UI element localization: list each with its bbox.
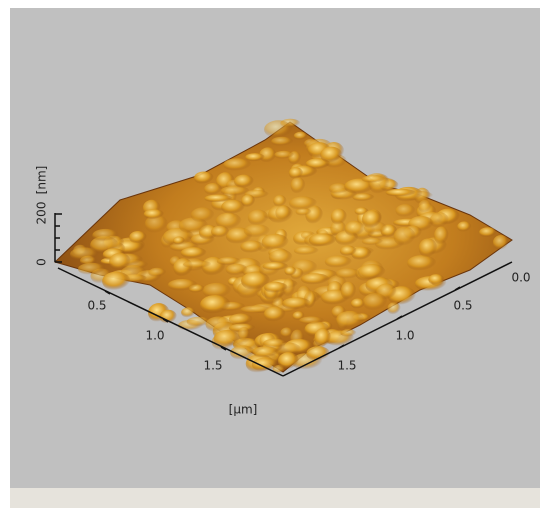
left-tick-label: 0.5 — [87, 299, 106, 313]
texture — [241, 194, 255, 207]
texture — [336, 311, 365, 330]
texture — [181, 307, 195, 318]
texture — [434, 226, 449, 245]
texture — [395, 204, 415, 217]
afm-view: 0 200 [nm] 0.5 1.0 1.5 0.0 0.5 1.0 1.5 [… — [0, 0, 547, 508]
texture — [181, 247, 207, 259]
texture — [428, 274, 444, 285]
texture — [148, 268, 166, 277]
texture — [294, 132, 308, 140]
right-tick-label: 1.5 — [337, 359, 356, 373]
z-unit: [nm] — [35, 166, 49, 195]
page: 0 200 [nm] 0.5 1.0 1.5 0.0 0.5 1.0 1.5 [… — [0, 0, 547, 508]
texture — [109, 253, 131, 271]
texture — [229, 314, 253, 326]
texture — [299, 316, 324, 324]
texture — [245, 153, 265, 162]
texture — [280, 327, 293, 338]
texture — [160, 310, 178, 324]
texture — [294, 246, 319, 255]
texture — [278, 352, 299, 370]
texture — [314, 328, 331, 348]
texture — [419, 238, 438, 258]
texture — [362, 238, 383, 246]
left-tick-label: 1.0 — [145, 329, 164, 343]
texture — [200, 295, 231, 315]
z-tick-label: 0 — [35, 258, 49, 266]
texture — [102, 272, 130, 291]
texture — [240, 241, 264, 254]
texture — [336, 268, 361, 279]
status-strip — [10, 488, 540, 508]
texture — [341, 282, 357, 301]
texture — [289, 167, 304, 179]
texture — [309, 233, 337, 247]
texture — [191, 207, 215, 223]
texture — [271, 137, 293, 146]
texture — [363, 293, 388, 311]
left-tick-label: 1.5 — [203, 359, 222, 373]
lateral-unit: [µm] — [229, 403, 258, 417]
right-tick-label: 0.5 — [453, 299, 472, 313]
texture — [291, 177, 306, 194]
texture — [394, 227, 416, 247]
texture — [345, 221, 365, 237]
texture — [248, 210, 269, 226]
right-tick-label: 1.0 — [395, 329, 414, 343]
texture — [340, 246, 357, 257]
texture — [340, 329, 356, 337]
texture — [78, 263, 106, 276]
texture — [226, 264, 248, 276]
texture — [282, 297, 311, 310]
z-tick-label: 200 — [35, 202, 49, 225]
texture — [457, 221, 471, 232]
texture — [252, 358, 279, 372]
texture — [204, 183, 222, 195]
texture — [194, 171, 214, 184]
texture — [479, 227, 497, 238]
texture — [183, 260, 212, 268]
texture — [211, 226, 229, 238]
texture — [144, 209, 164, 220]
right-tick-label: 0.0 — [511, 271, 530, 285]
texture — [264, 307, 286, 323]
texture — [362, 175, 386, 183]
texture — [264, 120, 293, 138]
texture — [92, 229, 119, 242]
texture — [274, 151, 294, 160]
texture — [275, 205, 291, 221]
texture — [264, 282, 288, 294]
texture — [234, 175, 254, 189]
texture — [407, 255, 436, 271]
texture — [244, 224, 270, 238]
texture — [320, 147, 342, 164]
texture — [173, 237, 185, 245]
texture — [331, 209, 347, 226]
texture — [129, 231, 147, 244]
texture — [273, 195, 286, 207]
texture — [362, 210, 382, 229]
texture — [418, 200, 431, 213]
texture — [223, 158, 251, 171]
texture — [168, 279, 198, 291]
texture — [289, 196, 317, 210]
texture — [358, 264, 386, 280]
texture — [70, 247, 99, 261]
texture — [325, 256, 352, 269]
texture — [301, 273, 330, 285]
texture — [262, 262, 288, 271]
texture — [252, 346, 279, 358]
texture — [493, 235, 509, 251]
